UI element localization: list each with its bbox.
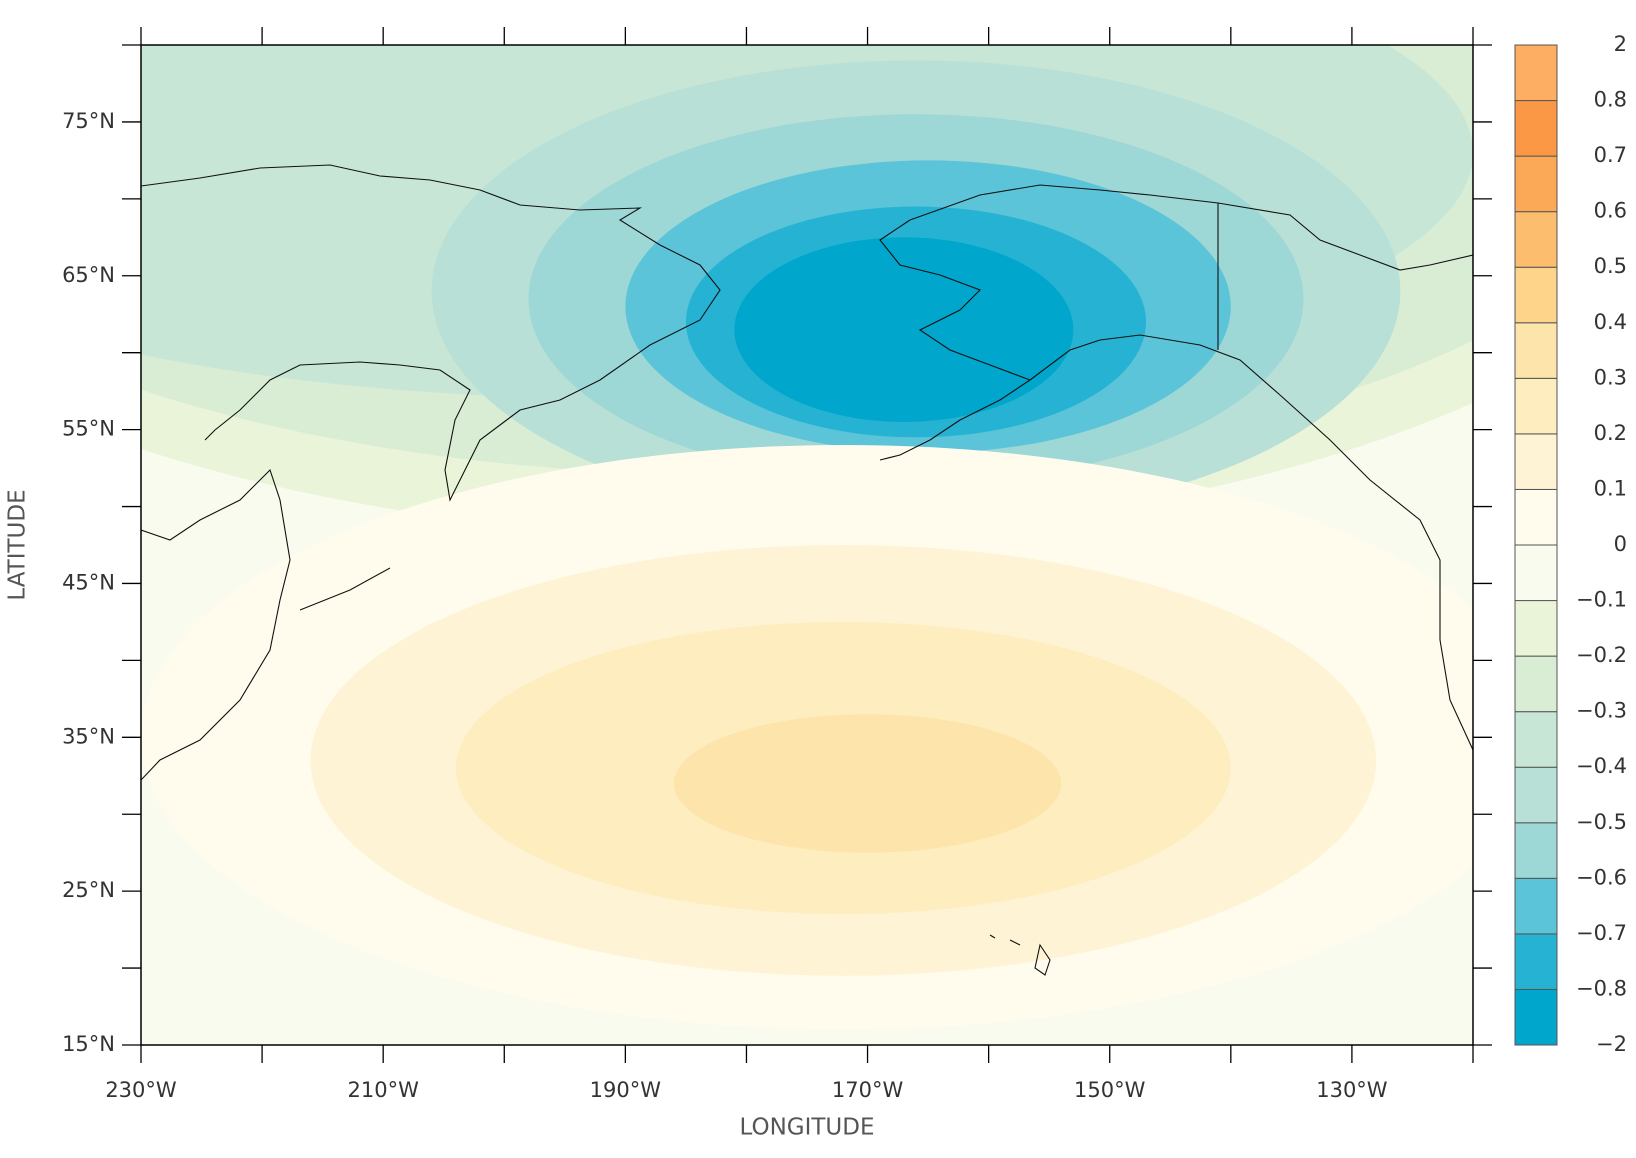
colorbar-box [1514, 822, 1558, 879]
coastlines [141, 164, 1473, 976]
colorbar-label: −0.7 [1576, 921, 1627, 945]
colorbar-box [1514, 155, 1558, 213]
colorbar-label: −2 [1596, 1032, 1627, 1056]
colorbar-label: −0.2 [1576, 643, 1627, 667]
x-tick-label: 150°W [1074, 1078, 1146, 1102]
colorbar-label: 0.5 [1594, 254, 1627, 278]
colorbar-box [1514, 766, 1558, 824]
colorbar-box [1514, 711, 1558, 768]
colorbar-box [1514, 100, 1558, 157]
y-tick-label: 45°N [62, 570, 115, 594]
colorbar-label: 0.1 [1594, 476, 1627, 500]
colorbar-label: 0.3 [1594, 365, 1627, 389]
x-tick-label: 230°W [105, 1078, 177, 1102]
colorbar-box [1514, 377, 1558, 435]
colorbar-box [1514, 488, 1558, 546]
colorbar-box [1514, 433, 1558, 490]
colorbar-box [1514, 544, 1558, 602]
x-tick-label: 130°W [1316, 1078, 1388, 1102]
colorbar-box [1514, 266, 1558, 324]
coastline [141, 468, 391, 781]
y-tick-label: 65°N [62, 263, 115, 287]
colorbar-label: −0.4 [1576, 754, 1627, 778]
colorbar-box [1514, 322, 1558, 379]
y-tick-label: 15°N [62, 1032, 115, 1056]
colorbar-box [1514, 655, 1558, 713]
contour-fill [734, 237, 1074, 422]
colorbar-label: 0.2 [1594, 421, 1627, 445]
plot-frame [140, 44, 1474, 1046]
y-tick-label: 35°N [62, 724, 115, 748]
colorbar-box [1514, 600, 1558, 657]
colorbar-label: −0.1 [1576, 588, 1627, 612]
axes: 230°W 210°W 190°W 170°W 150°W 130°W 15°N 25°N 35… [62, 27, 1492, 1102]
colorbar-box [1514, 44, 1558, 102]
coastline [909, 184, 1473, 271]
y-axis-title: LATITUDE [5, 489, 31, 600]
colorbar-label: 0.7 [1594, 143, 1627, 167]
coastline [989, 934, 1051, 976]
colorbar-label: −0.8 [1576, 976, 1627, 1000]
colorbar-box [1514, 877, 1558, 935]
y-tick-label: 25°N [62, 878, 115, 902]
colorbar-box [1514, 988, 1558, 1046]
x-tick-label: 210°W [348, 1078, 420, 1102]
x-tick-label: 170°W [832, 1078, 904, 1102]
colorbar-label: 2 [1614, 32, 1627, 56]
coastline [879, 219, 1473, 751]
colorbar-label: 0.4 [1594, 310, 1627, 334]
colorbar-box [1514, 933, 1558, 990]
y-tick-label: 55°N [62, 417, 115, 441]
colorbar-label: −0.6 [1576, 865, 1627, 889]
contour-fill [673, 714, 1062, 853]
coastline [141, 164, 721, 502]
colorbar: −2 −0.8 −0.7 −0.6 −0.5 −0.4 −0.3 −0.2 −0.1 0 0.1 0.… [1514, 32, 1627, 1056]
x-axis-title: LONGITUDE [739, 1115, 874, 1141]
colorbar-label: −0.3 [1576, 699, 1627, 723]
colorbar-label: 0.8 [1594, 88, 1627, 112]
colorbar-label: −0.5 [1576, 810, 1627, 834]
x-tick-label: 190°W [590, 1078, 662, 1102]
contour-field [141, 45, 1473, 1045]
colorbar-box [1514, 211, 1558, 268]
y-tick-label: 75°N [62, 109, 115, 133]
colorbar-label: 0 [1614, 532, 1627, 556]
colorbar-label: 0.6 [1594, 199, 1627, 223]
